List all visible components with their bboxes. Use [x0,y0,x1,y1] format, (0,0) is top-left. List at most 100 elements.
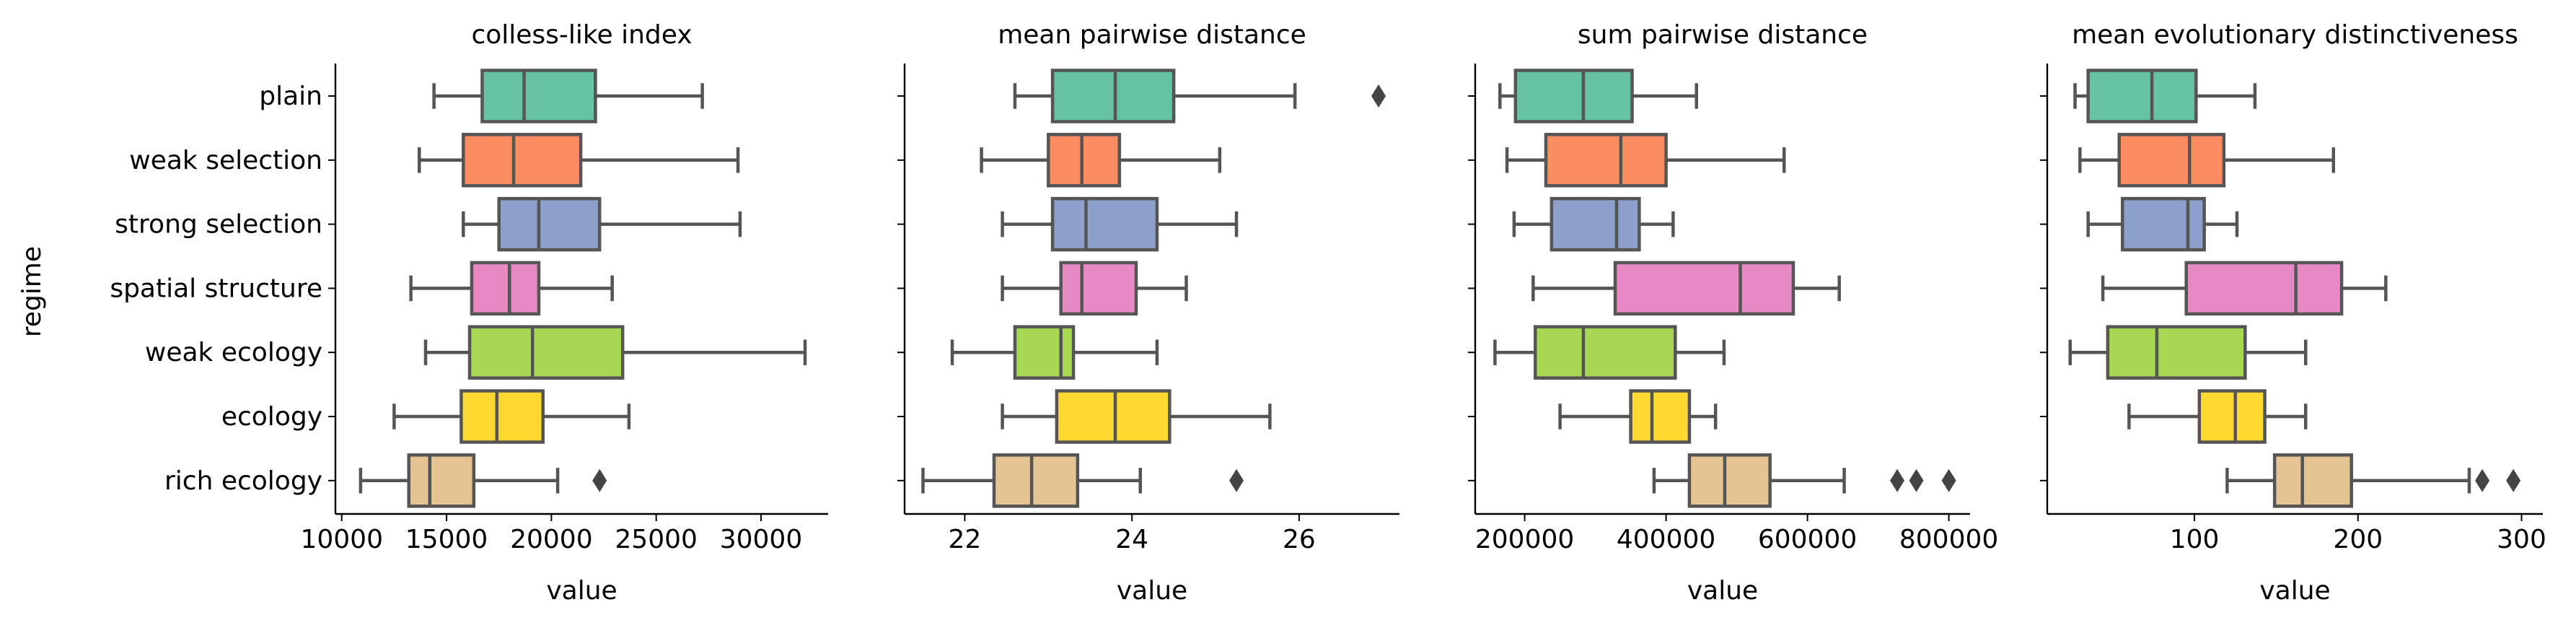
x-tick-label: 600000 [1758,525,1857,554]
box-plain [1013,69,1386,123]
x-tick-label: 800000 [1899,525,1998,554]
x-tick-label: 200 [2333,525,2383,554]
box-rich-ecology [2225,453,2521,508]
box-weak-selection [980,133,1222,188]
box-weak-selection [2078,133,2336,188]
x-tick-label: 100 [2170,525,2220,554]
iqr-box [1534,325,1677,380]
iqr-box [1513,69,1634,123]
x-tick-label: 15000 [405,525,488,554]
panel-mean-evolutionary-distinctiveness: mean evolutionary distinctiveness 100 200 3… [2040,20,2546,606]
iqr-box [1629,389,1692,444]
box-plain [1498,69,1698,123]
iqr-box [1549,196,1641,252]
iqr-box [2086,69,2198,123]
iqr-box [497,196,602,252]
panel-title: sum pairwise distance [1578,20,1868,50]
box-weak-ecology [423,325,807,380]
box-weak-ecology [950,325,1159,380]
y-tick-label: spatial structure [110,274,322,303]
iqr-box [1544,133,1668,188]
iqr-box [1047,133,1122,188]
box-spatial-structure [409,261,614,316]
outlier-point [2475,468,2490,492]
box-strong-selection [1512,196,1675,252]
iqr-box [1613,261,1795,316]
box-spatial-structure [1531,261,1841,316]
iqr-box [1013,325,1076,380]
iqr-box [480,69,597,123]
outlier-point [1229,468,1244,492]
iqr-box [1055,389,1171,444]
x-tick-label: 300 [2497,525,2546,554]
box-spatial-structure [1001,261,1188,316]
x-tick-label: 22 [949,525,982,554]
box-ecology [2127,389,2308,444]
iqr-box [2197,389,2267,444]
x-tick-label: 24 [1115,525,1148,554]
box-strong-selection [2086,196,2239,252]
outlier-point [1890,468,1905,492]
x-tick-label: 20000 [510,525,593,554]
outlier-point [1941,468,1956,492]
outlier-point [592,468,607,492]
iqr-box [462,133,583,188]
box-weak-ecology [1493,325,1726,380]
panel-title: mean pairwise distance [998,20,1306,50]
iqr-box [2106,325,2247,380]
x-axis-label: value [2259,576,2330,606]
y-tick-label: plain [259,82,322,111]
iqr-box [407,453,476,508]
iqr-box [1050,196,1159,252]
facet-panels: colless-like index plain weak selection str… [110,20,2546,606]
box-weak-selection [418,133,740,188]
iqr-box [2121,196,2206,252]
outlier-point [1909,468,1924,492]
box-weak-ecology [2068,325,2308,380]
iqr-box [1687,453,1772,508]
panel-title: colless-like index [471,20,692,50]
iqr-box [460,389,545,444]
box-plain [432,69,704,123]
x-tick-label: 26 [1283,525,1316,554]
iqr-box [992,453,1080,508]
x-tick-label: 10000 [300,525,383,554]
panel-title: mean evolutionary distinctiveness [2072,20,2518,50]
box-ecology [1001,389,1272,444]
box-ecology [1558,389,1718,444]
box-plain [2073,69,2257,123]
x-axis-label: value [546,576,617,606]
y-tick-label: ecology [221,402,322,432]
iqr-box [1050,69,1176,123]
box-ecology [392,389,631,444]
iqr-box [2272,453,2353,508]
x-tick-label: 30000 [720,525,803,554]
y-tick-label: strong selection [115,210,322,240]
x-tick-label: 25000 [615,525,698,554]
outlier-point [2506,468,2521,492]
iqr-box [2117,133,2226,188]
y-tick-label: weak ecology [145,338,322,367]
box-strong-selection [462,196,742,252]
x-axis-label: value [1117,576,1187,606]
x-axis-label: value [1687,576,1758,606]
box-spatial-structure [2101,261,2388,316]
y-axis-label: regime [17,246,47,337]
iqr-box [470,261,541,316]
iqr-box [467,325,625,380]
y-tick-label: weak selection [129,146,322,175]
box-rich-ecology [1652,453,1956,508]
box-rich-ecology [359,453,607,508]
outlier-point [1371,84,1386,108]
x-tick-label: 400000 [1617,525,1715,554]
box-strong-selection [1001,196,1239,252]
iqr-box [2184,261,2344,316]
panel-colless-like-index: colless-like index plain weak selection str… [110,20,828,606]
y-tick-label: rich ecology [164,466,322,496]
panel-sum-pairwise-distance: sum pairwise distance 200000 400000 600000 8… [1468,20,1998,606]
box-rich-ecology [921,453,1244,508]
iqr-box [1059,261,1138,316]
panel-mean-pairwise-distance: mean pairwise distance 22 24 26 value [897,20,1399,606]
x-tick-label: 200000 [1475,525,1574,554]
